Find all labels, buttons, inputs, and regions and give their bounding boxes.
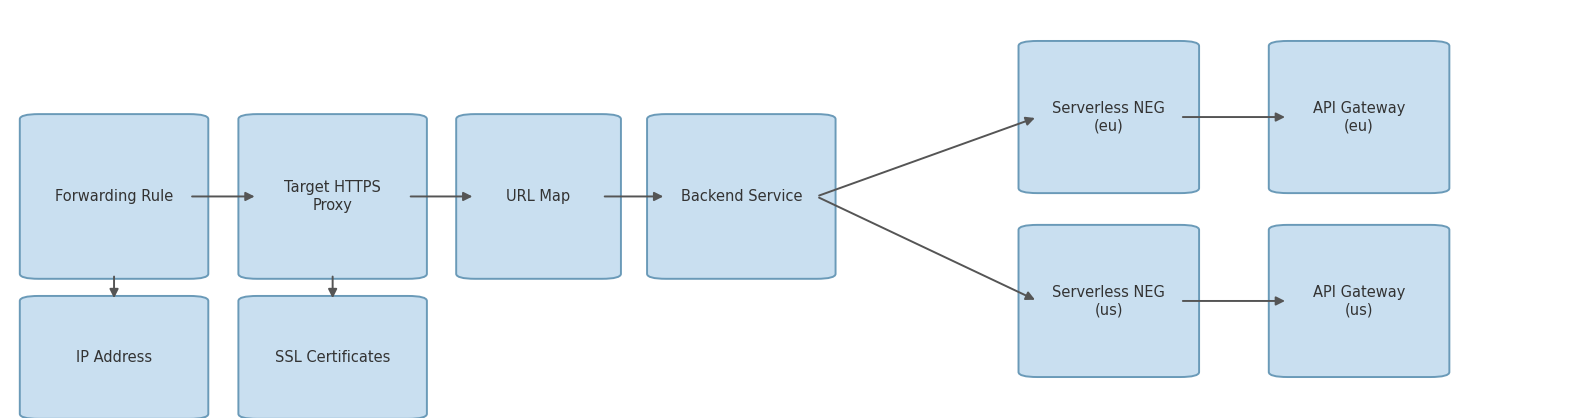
FancyBboxPatch shape: [238, 114, 426, 279]
FancyBboxPatch shape: [648, 114, 836, 279]
Text: API Gateway
(us): API Gateway (us): [1313, 285, 1405, 317]
Text: Serverless NEG
(us): Serverless NEG (us): [1052, 285, 1166, 317]
Text: Forwarding Rule: Forwarding Rule: [55, 189, 173, 204]
FancyBboxPatch shape: [456, 114, 621, 279]
Text: Backend Service: Backend Service: [681, 189, 802, 204]
Text: SSL Certificates: SSL Certificates: [276, 350, 390, 365]
FancyBboxPatch shape: [1269, 41, 1449, 193]
FancyBboxPatch shape: [1019, 225, 1199, 377]
Text: URL Map: URL Map: [507, 189, 570, 204]
FancyBboxPatch shape: [238, 296, 426, 418]
Text: API Gateway
(eu): API Gateway (eu): [1313, 101, 1405, 133]
Text: Serverless NEG
(eu): Serverless NEG (eu): [1052, 101, 1166, 133]
FancyBboxPatch shape: [1269, 225, 1449, 377]
FancyBboxPatch shape: [1019, 41, 1199, 193]
FancyBboxPatch shape: [19, 296, 208, 418]
FancyBboxPatch shape: [19, 114, 208, 279]
Text: IP Address: IP Address: [76, 350, 152, 365]
Text: Target HTTPS
Proxy: Target HTTPS Proxy: [284, 180, 382, 213]
